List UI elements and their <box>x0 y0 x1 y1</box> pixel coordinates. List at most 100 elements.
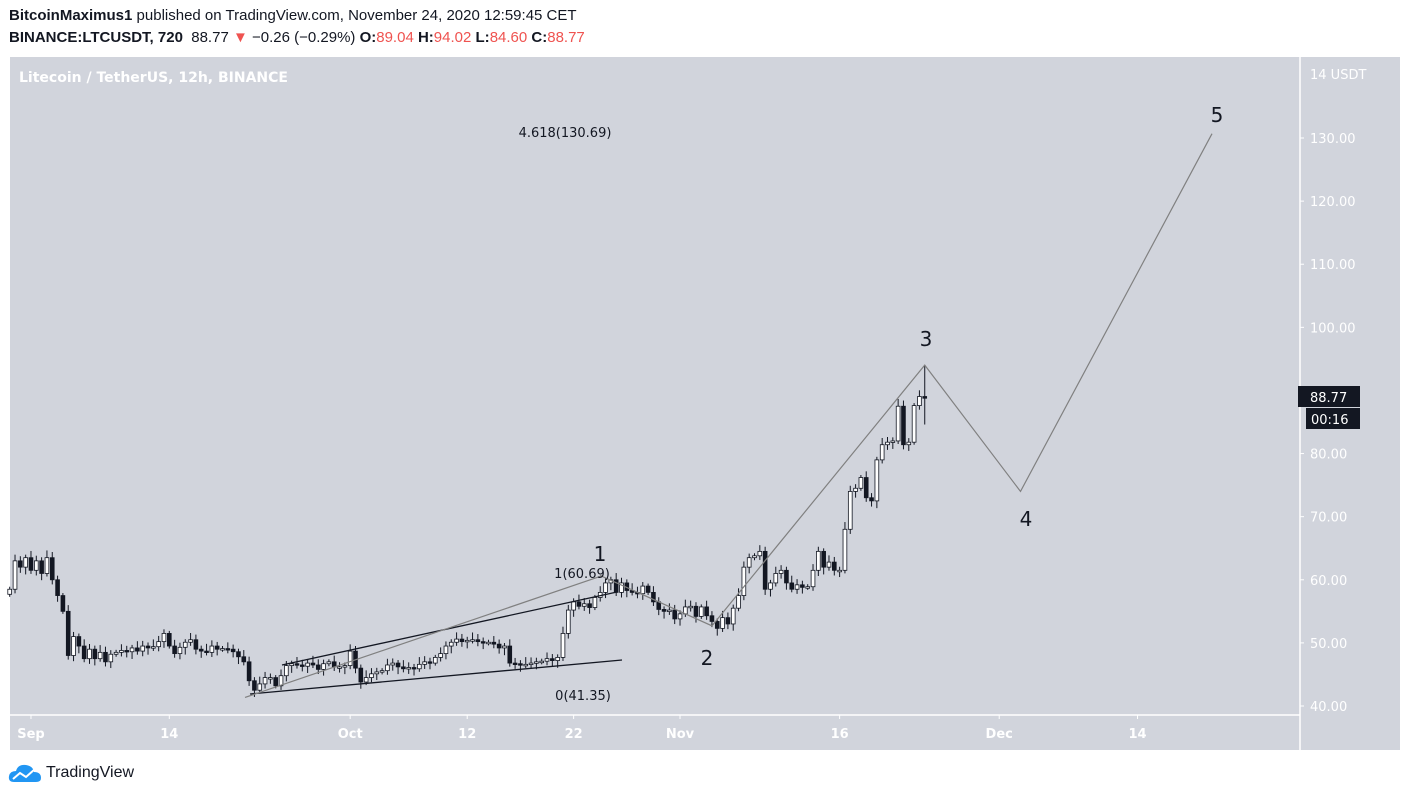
candle <box>81 639 87 663</box>
candle-body-down <box>863 477 869 499</box>
candle-body-up <box>592 597 598 608</box>
candle <box>560 626 566 661</box>
candle <box>385 658 390 675</box>
candle-body-up <box>746 557 752 568</box>
candle-body-down <box>869 497 874 502</box>
candle <box>576 594 582 610</box>
candle <box>906 438 912 451</box>
candle-body-up <box>363 677 369 683</box>
candle <box>55 575 60 602</box>
candle <box>917 390 922 410</box>
candle-body-down <box>358 667 364 683</box>
candle-body-up <box>752 555 757 559</box>
price-axis[interactable]: 130.00 120.00 110.00 100.00 80.00 70.00 60.00 5… <box>1300 132 1356 715</box>
candle <box>246 656 252 686</box>
candle <box>406 662 411 674</box>
candle <box>528 657 534 669</box>
candle-body-down <box>315 664 321 670</box>
wedge-lower-line <box>249 659 623 695</box>
candle-body-up <box>858 477 864 489</box>
author[interactable]: BitcoinMaximus1 <box>9 7 133 24</box>
candle <box>347 644 353 670</box>
candle-body-down <box>789 582 795 590</box>
time-axis[interactable]: Sep 14 Oct 12 22 Nov 16 Dec 14 <box>17 715 1147 742</box>
candle-body-up <box>885 441 890 446</box>
open-value: 89.04 <box>376 29 414 46</box>
candle <box>550 654 555 667</box>
candle <box>746 553 752 574</box>
candle-body-up <box>326 661 332 665</box>
change: −0.26 (−0.29%) <box>252 29 356 46</box>
candle <box>315 659 321 675</box>
candle <box>778 565 784 579</box>
candle <box>459 633 465 647</box>
candle-body-up <box>741 566 747 596</box>
candle <box>842 522 848 574</box>
wave-4-label: 4 <box>1020 507 1033 531</box>
tradingview-logo[interactable]: TradingView <box>8 762 134 784</box>
candle-body-up <box>555 657 560 661</box>
candle-body-up <box>805 586 810 589</box>
high-value: 94.02 <box>433 29 472 46</box>
candle-body-up <box>523 663 529 667</box>
candle <box>156 635 161 652</box>
candle <box>299 659 305 672</box>
wedge-upper-line <box>281 591 618 666</box>
time-tick-label: Dec <box>986 727 1013 742</box>
candle-body-up <box>837 569 842 573</box>
candle-body-up <box>816 550 821 571</box>
candle-body-up <box>667 609 672 612</box>
candle-body-up <box>71 636 76 656</box>
candle-body-up <box>571 601 576 611</box>
high-label: H: <box>417 29 434 46</box>
candle-body-up <box>443 645 449 655</box>
candle-body-up <box>890 440 896 443</box>
candle-body-up <box>129 647 135 653</box>
candle <box>523 657 529 669</box>
time-tick-label: 22 <box>565 727 583 742</box>
candle <box>411 663 417 676</box>
candle-body-up <box>906 441 912 446</box>
candle-body-down <box>587 603 592 608</box>
candle <box>432 654 438 666</box>
candle-body-down <box>246 661 252 682</box>
candle-body-down <box>92 648 98 660</box>
candle-body-down <box>166 633 172 647</box>
candle <box>645 583 651 595</box>
price-unit-label: 14 USDT <box>1310 68 1366 83</box>
cloud-chart-icon <box>8 764 41 782</box>
candle-body-down <box>762 550 768 590</box>
candle-body-down <box>922 396 928 399</box>
candles <box>7 365 928 697</box>
candle <box>337 662 342 673</box>
candle <box>422 656 427 669</box>
candle <box>890 437 896 449</box>
candle-body-up <box>911 405 917 443</box>
candle-body-up <box>879 444 885 461</box>
candle <box>257 676 263 694</box>
candle-body-up <box>454 638 459 643</box>
candle-body-down <box>395 662 401 668</box>
candle-body-down <box>661 609 667 612</box>
candle-body-up <box>406 667 411 670</box>
candle <box>491 636 497 649</box>
candle-body-up <box>826 561 832 568</box>
candle <box>119 644 124 657</box>
candle <box>172 639 177 658</box>
candle-body-down <box>135 647 140 652</box>
candle <box>762 546 768 595</box>
wave-5-label: 5 <box>1211 103 1224 127</box>
candle <box>140 640 146 657</box>
candle <box>241 650 247 666</box>
candle <box>826 555 832 571</box>
candle <box>853 484 858 498</box>
candle-body-down <box>401 666 406 670</box>
candle-body-up <box>502 645 507 649</box>
candle-body-down <box>299 664 305 667</box>
candle <box>752 553 757 561</box>
candle <box>113 649 119 657</box>
candle-body-down <box>512 662 518 665</box>
candle-body-up <box>464 639 470 643</box>
time-tick-label: 16 <box>831 727 849 742</box>
